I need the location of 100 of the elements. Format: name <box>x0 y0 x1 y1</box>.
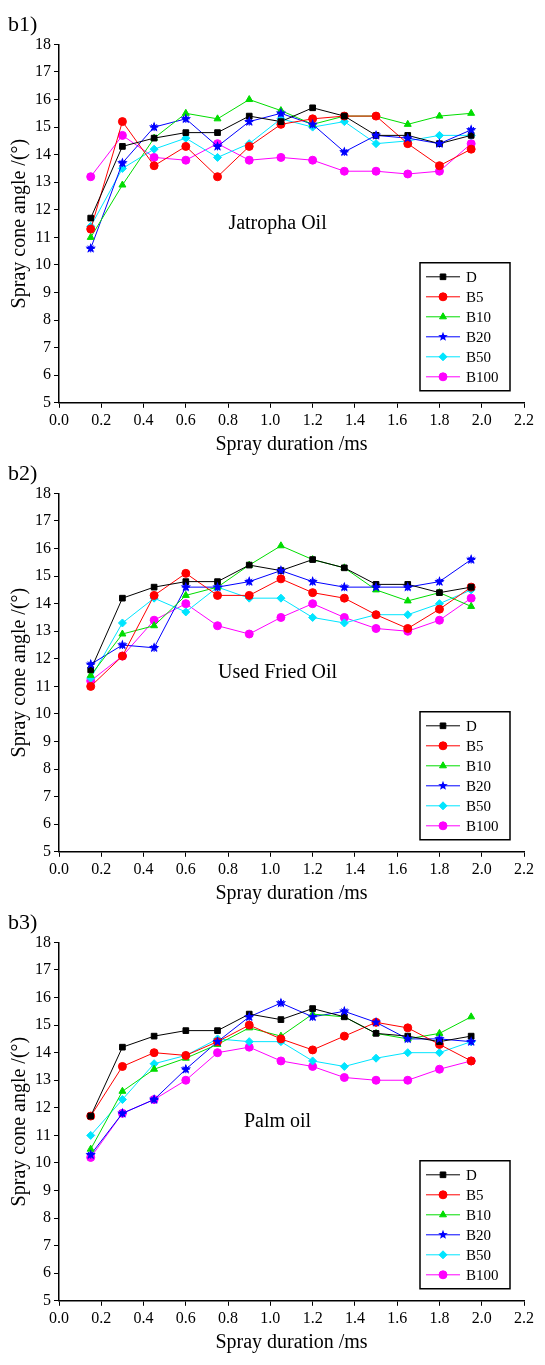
x-tick-label: 1.2 <box>302 410 323 428</box>
x-tick-label: 0.8 <box>218 859 239 877</box>
x-tick-label: 0.6 <box>175 410 196 428</box>
legend-label: B20 <box>466 328 492 345</box>
y-tick-label: 16 <box>35 987 51 1005</box>
y-tick-label: 10 <box>35 1153 51 1171</box>
y-tick-label: 7 <box>43 1235 51 1253</box>
y-tick-label: 5 <box>43 393 51 410</box>
x-tick-label: 2.2 <box>514 410 534 428</box>
x-tick-label: 0.2 <box>91 410 112 428</box>
x-tick-label: 2.0 <box>471 1308 492 1326</box>
legend-label: B50 <box>466 348 492 365</box>
x-tick-label: 1.2 <box>302 1308 323 1326</box>
y-tick-label: 6 <box>43 1263 51 1281</box>
annotation: Palm oil <box>243 1108 312 1131</box>
x-tick-label: 1.4 <box>344 1308 365 1326</box>
y-tick-label: 9 <box>43 282 51 300</box>
x-tick-label: 0.8 <box>218 410 239 428</box>
y-tick-label: 6 <box>43 814 51 832</box>
y-tick-label: 17 <box>35 960 51 978</box>
y-tick-label: 12 <box>35 200 51 218</box>
legend-label: B100 <box>466 368 499 385</box>
y-tick-label: 13 <box>35 172 51 190</box>
x-axis-title: Spray duration /ms <box>215 1330 368 1354</box>
x-tick-label: 0.0 <box>49 410 69 428</box>
legend-label: B50 <box>466 1246 492 1263</box>
y-tick-label: 11 <box>35 227 51 245</box>
y-tick-label: 9 <box>43 1180 51 1198</box>
legend-label: B50 <box>466 797 492 814</box>
x-tick-label: 0.6 <box>175 859 196 877</box>
y-tick-label: 12 <box>35 649 51 667</box>
x-tick-label: 0.2 <box>91 859 112 877</box>
y-tick-label: 8 <box>43 759 51 777</box>
y-tick-label: 11 <box>35 1125 51 1143</box>
x-tick-label: 0.0 <box>49 859 69 877</box>
x-tick-label: 1.4 <box>344 859 365 877</box>
y-tick-label: 14 <box>35 144 51 162</box>
x-tick-label: 1.2 <box>302 859 323 877</box>
chart-title: b2) <box>8 459 38 485</box>
y-axis-title: Spray cone angle /(°) <box>7 1036 31 1207</box>
legend-label: B10 <box>466 1206 492 1223</box>
y-tick-label: 5 <box>43 842 51 859</box>
y-tick-label: 13 <box>35 621 51 639</box>
y-tick-label: 17 <box>35 511 51 529</box>
legend-label: D <box>466 717 477 734</box>
x-tick-label: 0.4 <box>133 410 154 428</box>
y-tick-label: 15 <box>35 1015 51 1033</box>
y-tick-label: 8 <box>43 1208 51 1226</box>
y-tick-label: 8 <box>43 310 51 328</box>
legend-label: B5 <box>466 288 484 305</box>
x-tick-label: 1.8 <box>429 1308 450 1326</box>
y-tick-label: 9 <box>43 731 51 749</box>
x-tick-label: 0.6 <box>175 1308 196 1326</box>
annotation: Used Fried Oil <box>218 659 338 682</box>
x-tick-label: 1.4 <box>344 410 365 428</box>
x-tick-label: 1.0 <box>260 859 281 877</box>
x-axis-title: Spray duration /ms <box>215 432 368 456</box>
y-tick-label: 5 <box>43 1291 51 1308</box>
x-tick-label: 1.6 <box>387 1308 408 1326</box>
y-tick-label: 14 <box>35 1042 51 1060</box>
x-tick-label: 1.6 <box>387 859 408 877</box>
y-tick-label: 14 <box>35 593 51 611</box>
legend-label: B100 <box>466 817 499 834</box>
y-tick-label: 13 <box>35 1070 51 1088</box>
legend-label: D <box>466 268 477 285</box>
x-tick-label: 0.4 <box>133 859 154 877</box>
x-tick-label: 2.0 <box>471 410 492 428</box>
legend-label: B10 <box>466 757 492 774</box>
y-tick-label: 15 <box>35 117 51 135</box>
legend-label: B5 <box>466 1186 484 1203</box>
y-tick-label: 10 <box>35 704 51 722</box>
y-tick-label: 17 <box>35 62 51 80</box>
x-tick-label: 1.8 <box>429 410 450 428</box>
legend-label: D <box>466 1166 477 1183</box>
y-tick-label: 16 <box>35 89 51 107</box>
y-axis-title: Spray cone angle /(°) <box>7 138 31 309</box>
y-tick-label: 7 <box>43 786 51 804</box>
legend-label: B20 <box>466 1226 492 1243</box>
y-tick-label: 16 <box>35 538 51 556</box>
x-tick-label: 1.0 <box>260 410 281 428</box>
x-tick-label: 0.8 <box>218 1308 239 1326</box>
x-tick-label: 2.2 <box>514 859 534 877</box>
y-axis-title: Spray cone angle /(°) <box>7 587 31 758</box>
y-tick-label: 18 <box>35 483 51 501</box>
y-tick-label: 10 <box>35 255 51 273</box>
legend-label: B20 <box>466 777 492 794</box>
x-tick-label: 0.4 <box>133 1308 154 1326</box>
x-tick-label: 0.0 <box>49 1308 69 1326</box>
chart-title: b3) <box>8 908 38 934</box>
x-tick-label: 1.8 <box>429 859 450 877</box>
legend-label: B100 <box>466 1266 499 1283</box>
x-tick-label: 0.2 <box>91 1308 112 1326</box>
legend-label: B5 <box>466 737 484 754</box>
y-tick-label: 6 <box>43 365 51 383</box>
x-tick-label: 1.0 <box>260 1308 281 1326</box>
y-tick-label: 11 <box>35 676 51 694</box>
legend-label: B10 <box>466 308 492 325</box>
y-tick-label: 12 <box>35 1098 51 1116</box>
x-tick-label: 2.0 <box>471 859 492 877</box>
y-tick-label: 18 <box>35 34 51 52</box>
